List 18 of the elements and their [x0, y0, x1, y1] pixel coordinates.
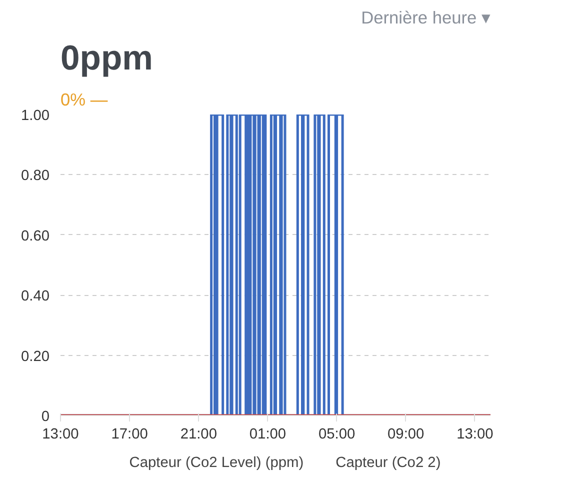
x-tick-label: 01:00 — [249, 426, 286, 442]
y-tick-label: 0.20 — [20, 348, 50, 365]
x-tick-label: 05:00 — [318, 426, 356, 442]
x-tick-label: 21:00 — [180, 426, 217, 442]
text: Capteur (Co2 2) — [336, 455, 441, 471]
x-tick-label: 09:00 — [388, 426, 424, 442]
x-tick-label: 17:00 — [111, 426, 148, 442]
chart-subtitle: 0% — — [60, 90, 108, 110]
x-tick-label: 13:00 — [456, 426, 494, 442]
y-tick-label: 0.60 — [20, 228, 50, 244]
chart-title: 0ppm — [60, 40, 153, 78]
y-tick-label: 0.80 — [20, 168, 50, 184]
y-tick-label: 0.40 — [20, 288, 50, 305]
text: Dernière heure ▾ — [361, 8, 491, 28]
y-tick-label: 0 — [41, 409, 50, 425]
x-tick-label: 13:00 — [42, 426, 79, 442]
y-tick-label: 1.00 — [20, 108, 50, 124]
text: Capteur (Co2 Level) (ppm) — [129, 455, 304, 471]
